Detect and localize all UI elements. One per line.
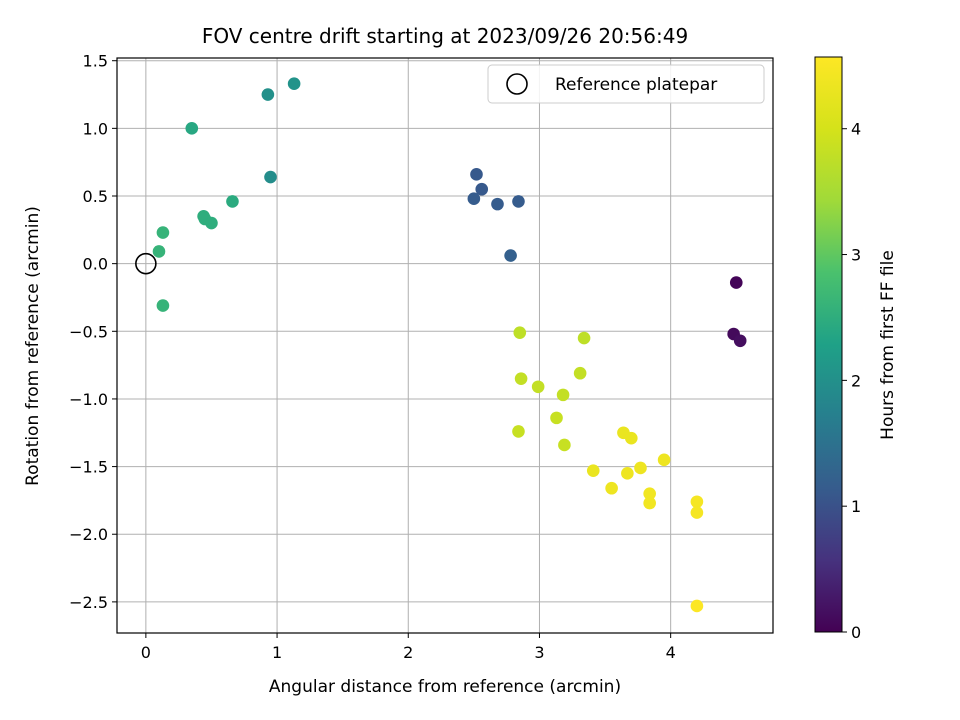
colorbar-gradient xyxy=(814,56,843,633)
data-point xyxy=(475,182,489,196)
data-point xyxy=(643,487,656,500)
y-tick-label: −2.0 xyxy=(69,525,108,544)
data-point xyxy=(467,192,481,206)
data-point xyxy=(556,388,570,402)
chart-title: FOV centre drift starting at 2023/09/26 … xyxy=(202,24,688,48)
y-tick-label: 1.5 xyxy=(83,52,108,71)
axis-ticks: 0 1 2 3 4 1.5 1.0 0.5 0.0 −0.5 −1.0 −1.5 −2.0 −2.5 xyxy=(69,52,676,662)
x-tick-label: 3 xyxy=(534,643,544,662)
data-point xyxy=(558,438,571,452)
y-tick-label: 0.5 xyxy=(83,187,108,206)
data-point xyxy=(185,122,199,135)
data-point xyxy=(690,506,704,519)
y-tick-label: −1.5 xyxy=(69,458,108,477)
x-tick-label: 1 xyxy=(272,643,282,662)
data-point xyxy=(625,431,638,445)
data-point xyxy=(512,425,525,438)
y-tick-label: −2.5 xyxy=(69,593,108,612)
y-tick-label: 0.0 xyxy=(83,255,108,274)
data-point xyxy=(690,495,704,509)
data-point xyxy=(643,496,656,510)
data-point xyxy=(226,195,239,208)
plot-frame xyxy=(116,57,774,634)
data-point xyxy=(264,170,277,184)
data-point xyxy=(690,599,704,613)
data-point xyxy=(513,326,527,339)
data-point xyxy=(733,334,747,348)
legend: Reference platepar xyxy=(487,64,765,104)
data-point xyxy=(261,88,275,101)
data-point xyxy=(470,168,483,181)
y-tick-label: −1.0 xyxy=(69,390,108,409)
colorbar-tick-label: 0 xyxy=(851,623,861,642)
data-point xyxy=(577,331,591,345)
x-axis-label: Angular distance from reference (arcmin) xyxy=(269,677,621,697)
data-point xyxy=(657,453,671,467)
data-point xyxy=(504,249,517,262)
data-point xyxy=(634,461,647,475)
data-point xyxy=(156,226,170,239)
x-tick-label: 4 xyxy=(666,643,676,662)
data-point xyxy=(605,481,618,495)
data-point xyxy=(491,197,504,211)
colorbar-tick-label: 2 xyxy=(851,371,861,390)
x-tick-label: 2 xyxy=(403,643,413,662)
data-point xyxy=(586,464,600,477)
colorbar-tick-label: 4 xyxy=(851,120,861,139)
colorbar: 0 1 2 3 4 Hours from first FF file xyxy=(814,56,898,642)
colorbar-tick-label: 3 xyxy=(851,246,861,265)
x-tick-label: 0 xyxy=(141,643,151,662)
colorbar-ticks: 0 1 2 3 4 xyxy=(842,120,861,642)
y-axis-label: Rotation from reference (arcmin) xyxy=(23,206,43,486)
data-point xyxy=(152,245,166,258)
data-point xyxy=(512,195,525,208)
colorbar-label: Hours from first FF file xyxy=(878,250,898,440)
data-point xyxy=(514,372,528,385)
data-point xyxy=(729,276,743,289)
colorbar-tick-label: 1 xyxy=(851,497,861,516)
data-point xyxy=(287,77,301,91)
y-tick-label: 1.0 xyxy=(83,119,108,138)
data-point xyxy=(156,299,170,312)
legend-marker-icon xyxy=(506,73,528,95)
data-point xyxy=(205,216,218,230)
data-point xyxy=(531,380,545,394)
data-points xyxy=(152,77,747,613)
data-point xyxy=(550,411,563,425)
y-tick-label: −0.5 xyxy=(69,322,108,341)
data-point xyxy=(621,467,634,480)
reference-platepar-marker xyxy=(135,252,157,275)
data-point xyxy=(573,366,587,380)
grid-lines xyxy=(117,58,773,633)
legend-box xyxy=(487,64,765,104)
legend-label: Reference platepar xyxy=(555,75,717,95)
